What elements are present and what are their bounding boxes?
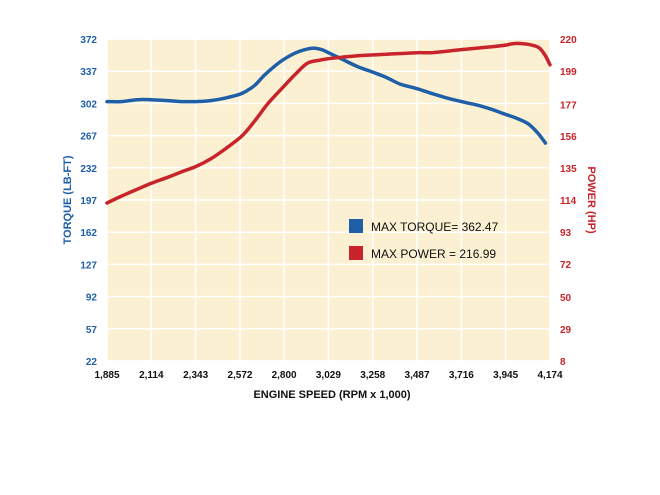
y-left-tick-label: 302 xyxy=(80,99,97,110)
x-tick-label: 2,572 xyxy=(227,370,252,381)
y-right-axis-ticks: 8 29 50 72 93 114 135 156 177 199 220 xyxy=(560,35,577,368)
y-right-tick-label: 199 xyxy=(560,67,577,78)
series-line-torque xyxy=(105,46,548,145)
series-line-power xyxy=(105,41,552,205)
y-left-tick-label: 337 xyxy=(80,67,97,78)
series-lines xyxy=(105,41,552,205)
y-left-tick-label: 232 xyxy=(80,164,97,175)
y-right-tick-label: 177 xyxy=(560,100,577,111)
legend-label-power: MAX POWER = 216.99 xyxy=(371,247,496,261)
y-left-axis-title: TORQUE (LB-FT) xyxy=(62,155,74,244)
y-left-tick-label: 162 xyxy=(80,228,97,239)
y-right-tick-label: 135 xyxy=(560,164,577,175)
x-tick-label: 3,258 xyxy=(360,370,385,381)
x-tick-label: 3,716 xyxy=(449,370,474,381)
x-tick-label: 4,174 xyxy=(537,370,562,381)
y-left-tick-label: 92 xyxy=(86,293,98,304)
y-left-tick-label: 127 xyxy=(80,260,97,271)
y-left-axis-ticks: 22 57 92 127 162 197 232 267 302 337 372 xyxy=(80,35,97,368)
y-left-tick-label: 22 xyxy=(86,357,98,368)
x-tick-label: 3,487 xyxy=(405,370,430,381)
x-tick-label: 3,029 xyxy=(316,370,341,381)
y-right-tick-label: 114 xyxy=(560,196,577,207)
y-left-tick-label: 57 xyxy=(86,325,98,336)
x-tick-label: 1,885 xyxy=(94,370,119,381)
x-tick-label: 2,343 xyxy=(183,370,208,381)
y-right-tick-label: 156 xyxy=(560,132,577,143)
y-right-tick-label: 93 xyxy=(560,228,572,239)
legend-swatch-torque xyxy=(349,219,363,233)
y-left-tick-label: 267 xyxy=(80,132,97,143)
x-tick-label: 2,800 xyxy=(272,370,297,381)
y-right-tick-label: 220 xyxy=(560,35,577,46)
x-tick-label: 2,114 xyxy=(139,370,164,381)
y-right-tick-label: 29 xyxy=(560,325,572,336)
legend-swatch-power xyxy=(349,246,363,260)
y-left-tick-label: 197 xyxy=(80,196,97,207)
x-axis-ticks: 1,885 2,114 2,343 2,572 2,800 3,029 3,258 3,487… xyxy=(94,370,562,381)
legend: MAX TORQUE= 362.47 MAX POWER = 216.99 xyxy=(349,219,499,261)
legend-label-torque: MAX TORQUE= 362.47 xyxy=(371,220,499,234)
x-tick-label: 3,945 xyxy=(493,370,518,381)
y-right-tick-label: 8 xyxy=(560,357,566,368)
y-left-tick-label: 372 xyxy=(80,35,97,46)
y-right-tick-label: 72 xyxy=(560,260,572,271)
x-axis-title: ENGINE SPEED (RPM x 1,000) xyxy=(253,389,410,401)
y-right-tick-label: 50 xyxy=(560,293,572,304)
y-right-axis-title: POWER (HP) xyxy=(585,166,597,234)
